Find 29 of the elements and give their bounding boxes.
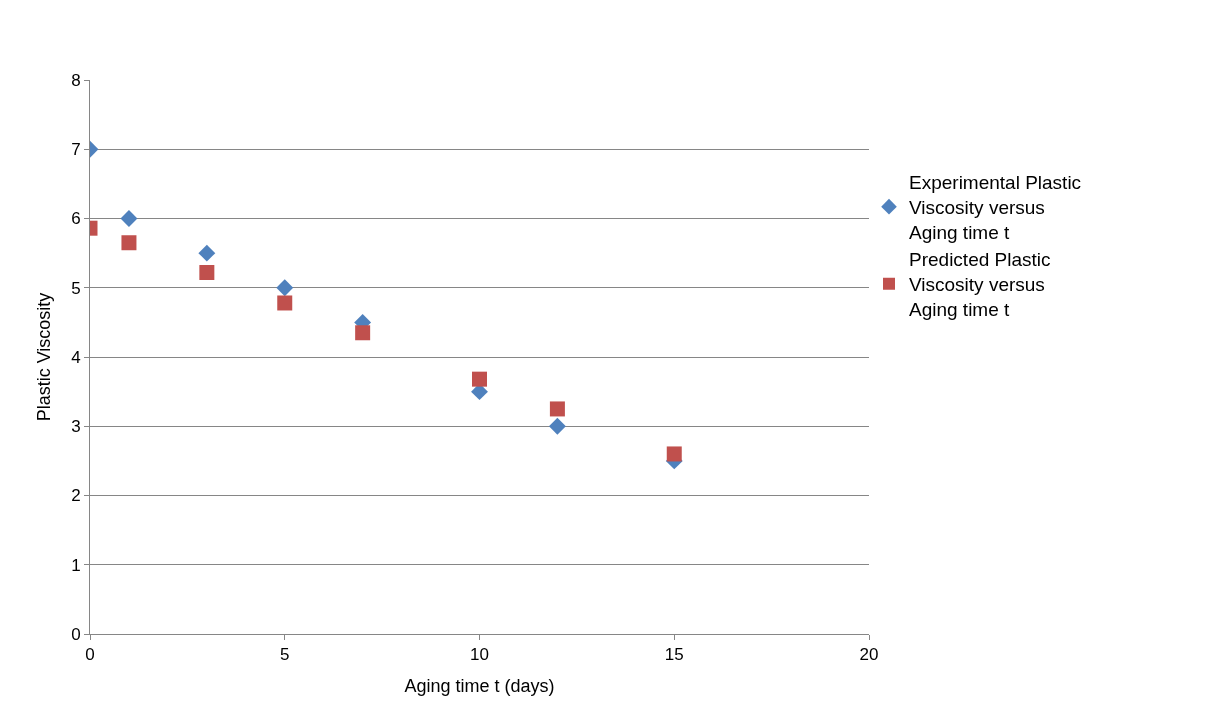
x-tick-label: 0: [85, 645, 95, 665]
point: [548, 417, 566, 435]
legend-label: Predicted Plastic Viscosity versus Aging time t: [909, 249, 1051, 320]
point: [355, 325, 371, 341]
point: [277, 295, 293, 311]
point: [549, 401, 565, 417]
point: [276, 279, 294, 297]
y-tick-label: 2: [71, 486, 81, 506]
x-tick-label: 20: [859, 645, 879, 665]
point: [199, 265, 215, 281]
y-tick-label: 7: [71, 140, 81, 160]
y-tick-label: 3: [71, 417, 81, 437]
y-axis-title: Plastic Viscosity: [34, 292, 55, 422]
x-tick-label: 10: [470, 645, 489, 665]
point: [198, 244, 216, 262]
y-tick-label: 5: [71, 278, 81, 298]
y-tick-label: 0: [71, 624, 81, 644]
y-tick-label: 1: [71, 555, 81, 575]
point: [120, 210, 138, 227]
x-tick-label: 15: [664, 645, 684, 665]
y-tick-label: 4: [71, 347, 81, 367]
y-tick-label: 6: [71, 209, 81, 229]
point: [472, 371, 487, 387]
point: [121, 235, 137, 251]
point: [666, 446, 682, 462]
y-tick-label: 8: [71, 70, 81, 90]
legend-label: Experimental Plastic Viscosity versus Aging time t: [909, 172, 1082, 243]
x-tick-label: 5: [280, 645, 290, 665]
x-axis-title: Aging time t (days): [404, 675, 555, 696]
